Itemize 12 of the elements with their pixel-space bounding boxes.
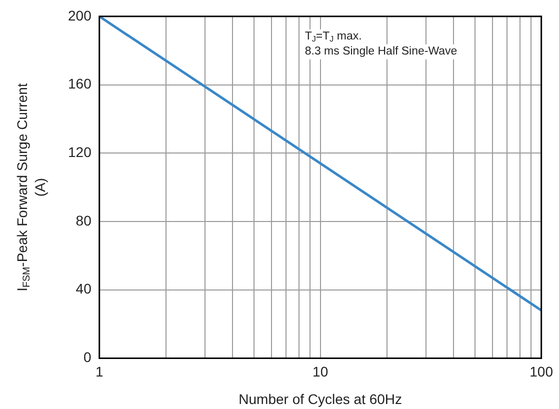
x-axis-title: Number of Cycles at 60Hz	[238, 391, 402, 408]
x-tick-label: 10	[312, 363, 328, 380]
y-tick-label: 120	[68, 144, 92, 160]
y-tick-label: 0	[84, 349, 92, 366]
annotation: 8.3 ms Single Half Sine-Wave	[304, 46, 458, 58]
y-tick-label: 40	[76, 280, 92, 297]
y-tick-label: 200	[68, 7, 92, 24]
x-tick-label: 100	[530, 363, 554, 380]
y-axis-title: IFSM-Peak Forward Surge Current (A)	[14, 83, 48, 292]
x-tick-label: 1	[95, 363, 104, 380]
y-tick-label: 160	[68, 76, 92, 92]
y-tick-label: 80	[76, 212, 92, 228]
